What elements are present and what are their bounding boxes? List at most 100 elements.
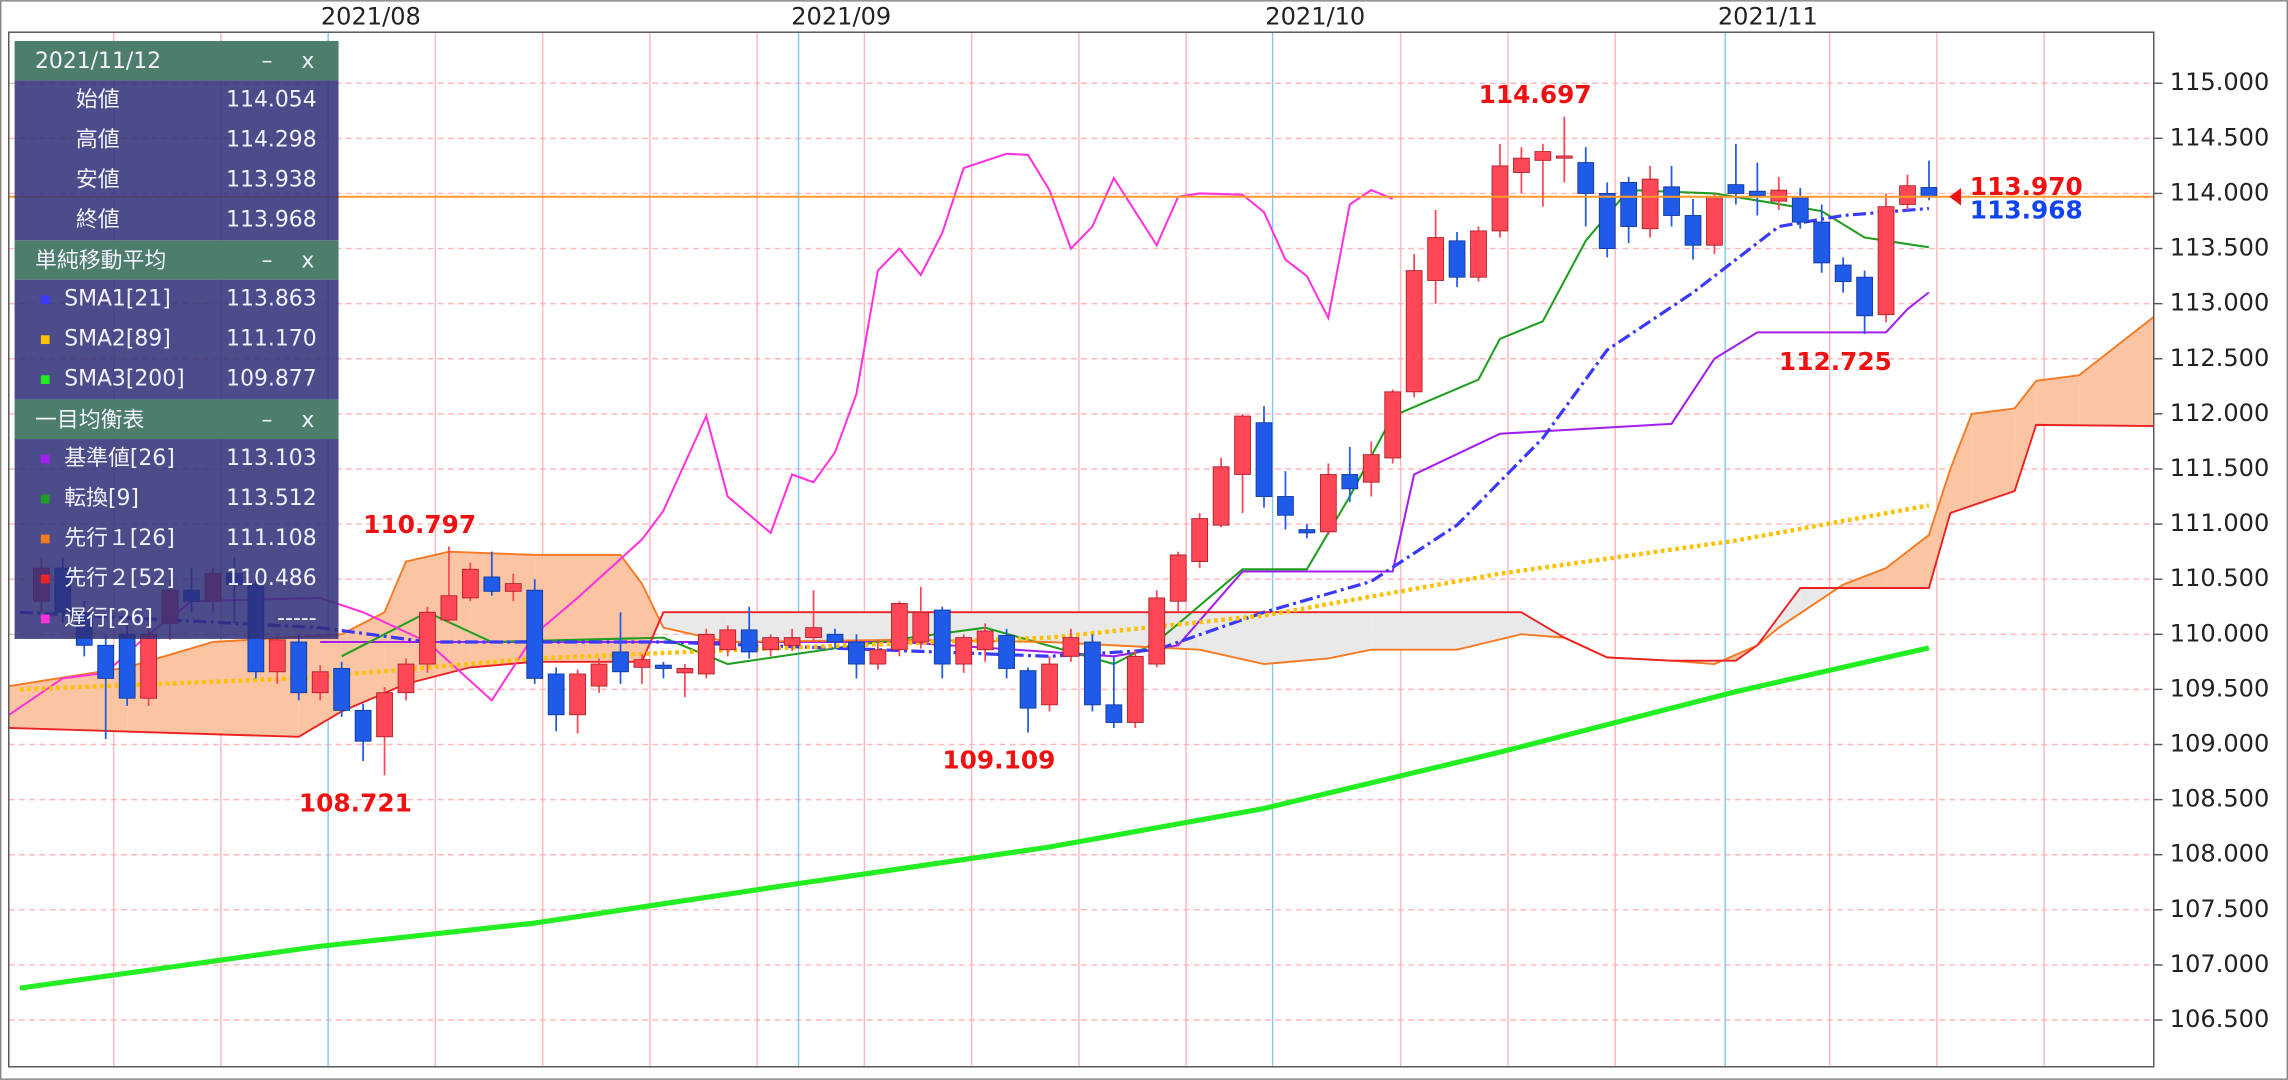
panel-body — [14, 439, 339, 639]
candle-body — [805, 627, 822, 639]
candle-body — [912, 611, 930, 643]
candle-body — [1491, 165, 1509, 232]
legend-swatch — [40, 295, 50, 305]
candle-body — [1706, 196, 1723, 246]
price-annotation: 114.697 — [1479, 80, 1592, 109]
candle-body — [633, 659, 651, 668]
candle-body — [483, 576, 501, 592]
candle-body — [612, 651, 629, 673]
x-tick-label: 2021/09 — [791, 3, 891, 31]
candle-body — [97, 644, 115, 679]
panel-close[interactable]: x — [301, 408, 314, 433]
candle-body — [1341, 474, 1359, 490]
candle-body — [1277, 496, 1294, 516]
price-marker — [1949, 187, 1962, 206]
legend-value: 111.108 — [226, 526, 316, 551]
panel-close[interactable]: x — [301, 49, 314, 74]
cloud-fill — [1886, 535, 1929, 589]
axes: 106.500 107.000 107.500 108.000 108.500 109.0… — [321, 3, 2269, 1033]
candle-body — [783, 637, 801, 646]
panel-minimize[interactable]: – — [262, 49, 273, 74]
candle-body — [1920, 187, 1938, 198]
legend-swatch — [40, 574, 50, 584]
legend-name: 先行１[26] — [64, 526, 175, 551]
cloud-fill — [1928, 468, 1951, 589]
legend-value: 113.512 — [226, 486, 316, 511]
cloud-fill — [341, 612, 385, 712]
x-tick-label: 2021/11 — [1718, 3, 1818, 31]
panel-title: 一目均衡表 — [35, 408, 144, 433]
candle-body — [933, 609, 951, 665]
y-tick-label: 110.500 — [2170, 564, 2270, 592]
candle-body — [1684, 215, 1702, 246]
last-close-label: 113.968 — [1970, 196, 2083, 225]
legend-swatch — [40, 375, 50, 385]
panel-close[interactable]: x — [301, 248, 314, 273]
y-tick-label: 109.000 — [2170, 730, 2270, 758]
indicator-line — [19, 206, 1930, 658]
candle-body — [1362, 454, 1380, 483]
y-tick-label: 112.000 — [2170, 399, 2270, 427]
candle-body — [440, 595, 458, 621]
y-tick-label: 110.000 — [2170, 619, 2270, 647]
panel-minimize[interactable]: – — [262, 408, 273, 433]
cloud-fill — [620, 554, 642, 662]
overlay: 113.970113.968114.697112.725110.797109.1… — [8, 80, 2154, 817]
legend-value: ----- — [277, 606, 316, 631]
cloud-fill — [2079, 316, 2154, 426]
candle-body — [1255, 422, 1273, 497]
panel-body — [14, 279, 339, 400]
candle-body — [976, 630, 994, 651]
cloud-fill — [1328, 612, 1372, 659]
candle-body — [1770, 189, 1788, 202]
candle-body — [1191, 518, 1209, 562]
candle-body — [526, 589, 544, 679]
plot-frame — [8, 31, 2155, 1068]
x-tick-label: 2021/08 — [321, 3, 421, 31]
candle-body — [1019, 670, 1037, 709]
price-annotation: 109.109 — [942, 746, 1055, 775]
candle-body — [1899, 185, 1916, 205]
legend-value: 110.486 — [226, 566, 316, 591]
panel-body — [14, 80, 339, 241]
y-tick-label: 107.500 — [2170, 895, 2270, 923]
candle-body — [1427, 237, 1444, 281]
legend-value: 113.103 — [226, 446, 316, 471]
cloud-fill — [1971, 408, 2015, 506]
candle-body — [311, 671, 329, 694]
candle-body — [1212, 466, 1230, 526]
legend-name: 基準値[26] — [64, 446, 175, 471]
candle-body — [1620, 181, 1638, 227]
candle-body — [140, 633, 157, 699]
candle-body — [697, 633, 715, 675]
candle-body — [1448, 240, 1466, 278]
candle-body — [740, 629, 758, 653]
candle-body — [1319, 474, 1337, 533]
panel-label: 始値 — [76, 87, 120, 112]
y-tick-label: 111.000 — [2170, 509, 2270, 537]
candle-body — [268, 639, 286, 673]
candle-body — [290, 641, 308, 694]
price-annotation: 112.725 — [1779, 347, 1892, 376]
candle-body — [955, 637, 973, 665]
candle-body — [1834, 264, 1852, 283]
candle-body — [1534, 151, 1552, 161]
candle-body — [1877, 206, 1895, 316]
candle-body — [569, 673, 586, 716]
y-tick-label: 108.500 — [2170, 785, 2270, 813]
candle-body — [504, 583, 522, 592]
candle-body — [376, 692, 393, 738]
candle-body — [333, 668, 351, 711]
candle-body — [869, 649, 887, 665]
candle-body — [1405, 270, 1423, 393]
candle-body — [1105, 704, 1123, 723]
candle-body — [826, 633, 844, 643]
legend-name: 遅行[26] — [64, 606, 153, 631]
panel-header — [14, 240, 339, 280]
candle-body — [762, 637, 780, 651]
panel-minimize[interactable]: – — [262, 248, 273, 273]
legend-value: 109.877 — [226, 367, 316, 392]
legend-name: 先行２[52] — [64, 566, 175, 591]
